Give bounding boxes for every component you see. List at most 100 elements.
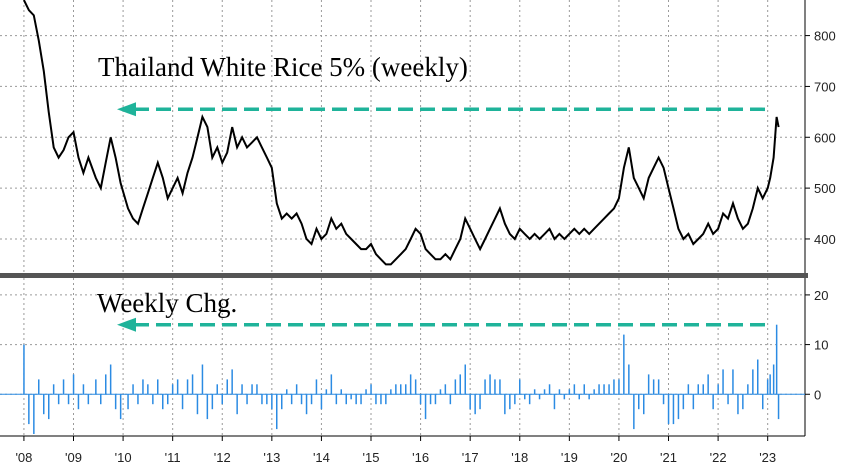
change-bar <box>127 394 129 410</box>
change-bar <box>657 379 660 395</box>
price-y-ticks: 400 500 600 700 800 <box>805 29 836 247</box>
price-y-tick-label: 400 <box>814 232 836 247</box>
change-bar <box>231 369 233 395</box>
x-tick-label: '16 <box>412 450 429 465</box>
change-bar <box>335 394 338 405</box>
change-bar <box>162 394 164 410</box>
change-bar <box>119 394 122 420</box>
change-bar <box>702 384 704 395</box>
change-bar <box>216 384 218 395</box>
x-tick-label: '22 <box>710 450 727 465</box>
change-bar <box>271 394 273 410</box>
change-bar <box>677 394 680 420</box>
price-y-tick-label: 600 <box>814 130 836 145</box>
change-bar <box>261 394 263 405</box>
change-bar <box>578 394 580 400</box>
change-bar <box>226 379 228 395</box>
change-bar <box>100 394 102 405</box>
change-bar <box>350 394 352 400</box>
change-bar <box>77 394 80 410</box>
change-bar <box>573 384 576 395</box>
change-bar <box>662 394 665 405</box>
change-bar <box>295 384 298 395</box>
x-tick-label: '09 <box>65 450 82 465</box>
change-bar <box>236 394 238 415</box>
change-bar <box>310 394 313 405</box>
change-panel-title: Weekly Chg. <box>97 288 237 318</box>
change-bar <box>152 394 154 405</box>
x-tick-label: '11 <box>165 450 181 465</box>
x-tick-label: '08 <box>15 450 32 465</box>
change-bar <box>290 394 293 405</box>
change-bar <box>732 369 734 395</box>
change-bar <box>256 384 258 395</box>
change-bar <box>722 369 724 395</box>
change-bar <box>276 394 278 430</box>
change-bar <box>23 344 25 395</box>
change-bar <box>553 394 556 410</box>
change-y-ticks: 0 10 20 <box>805 288 828 402</box>
x-tick-label: '21 <box>660 450 677 465</box>
change-bar <box>757 359 759 395</box>
change-bar <box>67 394 70 405</box>
change-bar <box>638 394 640 410</box>
change-bar <box>340 389 342 395</box>
change-bar <box>772 364 775 395</box>
change-bar <box>405 384 407 395</box>
change-bar <box>494 379 496 395</box>
price-y-tick-label: 500 <box>814 181 836 196</box>
change-bar <box>697 384 699 395</box>
change-bar <box>43 394 45 415</box>
x-tick-label: '23 <box>759 450 776 465</box>
change-bar <box>72 374 75 395</box>
price-panel: 400 500 600 700 800 Thailand White Rice 5% (… <box>0 0 836 276</box>
change-bar <box>409 374 412 395</box>
change-bar <box>355 394 357 405</box>
change-bar <box>647 374 650 395</box>
x-tick-label: '19 <box>561 450 578 465</box>
price-series-line <box>23 0 780 266</box>
change-y-tick-label: 20 <box>814 288 828 303</box>
change-reference-arrow <box>117 317 768 332</box>
change-reference-arrow-head <box>117 317 136 332</box>
change-bar <box>325 389 328 395</box>
change-bar <box>181 394 184 410</box>
x-tick-label: '13 <box>263 450 280 465</box>
change-y-tick-label: 10 <box>814 338 828 353</box>
price-y-tick-label: 800 <box>814 29 836 44</box>
change-bar <box>712 394 714 410</box>
change-bar <box>196 394 199 415</box>
change-bar <box>286 389 288 395</box>
change-bar <box>157 379 159 395</box>
change-bar <box>105 374 107 395</box>
price-reference-arrow-head <box>117 102 136 117</box>
change-bar <box>603 384 605 395</box>
change-bar <box>667 394 670 425</box>
x-tick-label: '20 <box>610 450 627 465</box>
x-tick-label: '18 <box>511 450 528 465</box>
change-bar <box>499 379 501 395</box>
change-bar <box>543 389 546 395</box>
change-bar <box>533 389 536 395</box>
change-bar <box>479 394 481 410</box>
change-bar <box>400 384 402 395</box>
change-bar <box>171 384 174 395</box>
change-bars <box>0 324 805 434</box>
change-bar <box>315 379 318 395</box>
change-bar <box>558 389 561 395</box>
change-bar <box>618 379 620 395</box>
change-bar <box>593 389 595 395</box>
change-bar <box>281 394 283 410</box>
change-bar <box>147 384 149 395</box>
x-axis-ticks: '08 '09 '10 '11 '12 '13 '14 '15 '16 '17 '18 '19 '20 '… <box>15 436 776 465</box>
change-bar <box>464 364 466 395</box>
change-bar <box>717 384 719 395</box>
change-bar <box>769 374 771 395</box>
change-bar <box>62 379 65 395</box>
change-bar <box>775 324 778 395</box>
change-bar <box>82 384 85 395</box>
change-bar <box>246 394 248 405</box>
change-bar <box>191 374 194 395</box>
change-bar <box>672 394 675 425</box>
change-bar <box>449 394 452 405</box>
